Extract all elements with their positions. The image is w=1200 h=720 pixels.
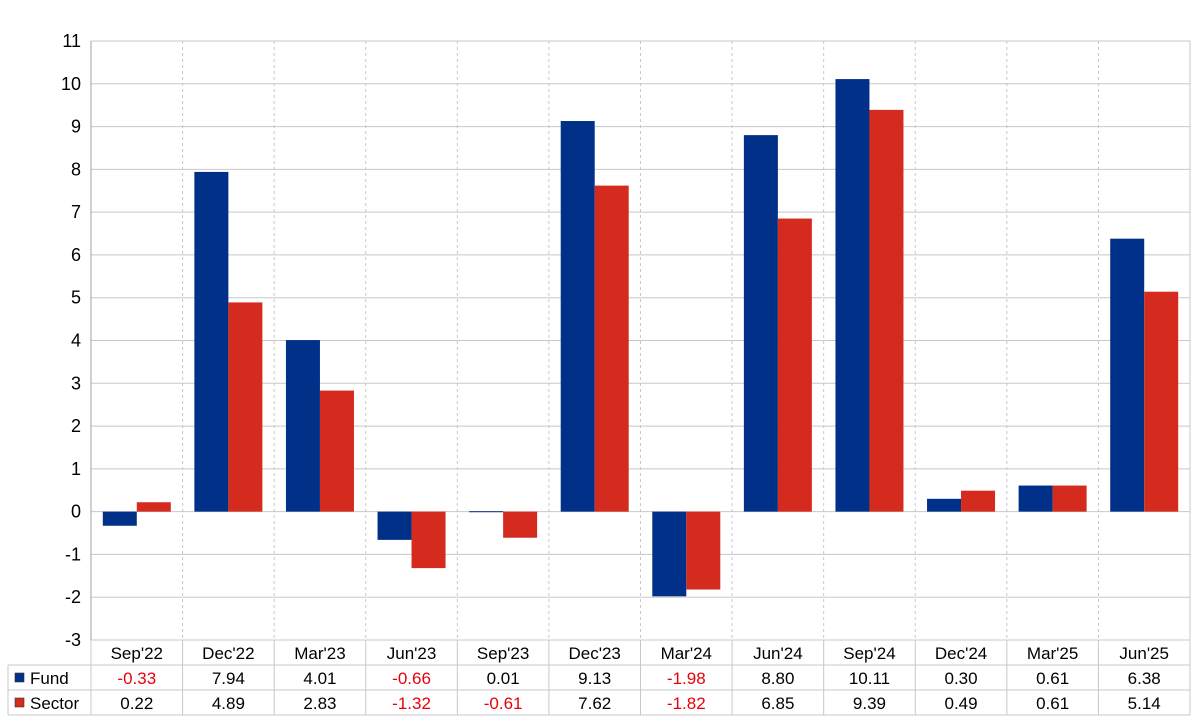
data-label-fund: -0.66 bbox=[392, 669, 431, 688]
bar-sector bbox=[411, 511, 446, 569]
data-label-sector: 0.22 bbox=[120, 694, 153, 713]
data-label-sector: 5.14 bbox=[1128, 694, 1161, 713]
data-label-sector: -1.32 bbox=[392, 694, 431, 713]
data-label-fund: 0.61 bbox=[1036, 669, 1069, 688]
data-label-sector: 4.89 bbox=[212, 694, 245, 713]
data-label-fund: 0.30 bbox=[944, 669, 977, 688]
bars-layer bbox=[102, 79, 1179, 597]
data-label-sector: 9.39 bbox=[853, 694, 886, 713]
y-tick-label: 4 bbox=[71, 331, 81, 351]
data-label-fund: -1.98 bbox=[667, 669, 706, 688]
data-label-fund: 6.38 bbox=[1128, 669, 1161, 688]
y-tick-label: 9 bbox=[71, 117, 81, 137]
bar-fund bbox=[377, 511, 412, 540]
data-label-fund: -0.33 bbox=[117, 669, 156, 688]
bar-sector bbox=[686, 511, 721, 590]
x-tick-label: Jun'23 bbox=[387, 644, 437, 663]
y-tick-label: 5 bbox=[71, 288, 81, 308]
bar-sector bbox=[319, 390, 354, 512]
legend-label-fund: Fund bbox=[30, 669, 69, 688]
bar-fund bbox=[835, 79, 870, 512]
x-tick-label: Dec'22 bbox=[202, 644, 254, 663]
x-tick-label: Jun'24 bbox=[753, 644, 803, 663]
data-label-fund: 7.94 bbox=[212, 669, 245, 688]
x-tick-label: Mar'23 bbox=[294, 644, 345, 663]
y-tick-label: 8 bbox=[71, 159, 81, 179]
data-label-fund: 0.01 bbox=[487, 669, 520, 688]
x-tick-label: Jun'25 bbox=[1119, 644, 1169, 663]
data-label-fund: 4.01 bbox=[303, 669, 336, 688]
bar-sector bbox=[136, 502, 171, 512]
y-tick-label: 0 bbox=[71, 502, 81, 522]
bar-fund bbox=[1018, 485, 1053, 512]
legend-swatch-fund bbox=[14, 672, 25, 683]
y-tick-label: 6 bbox=[71, 245, 81, 265]
bar-sector bbox=[777, 218, 812, 512]
bar-fund bbox=[743, 135, 778, 512]
data-label-sector: 2.83 bbox=[303, 694, 336, 713]
bar-sector bbox=[961, 490, 996, 512]
bar-sector bbox=[228, 302, 263, 512]
bar-sector bbox=[1052, 485, 1087, 512]
data-label-sector: 7.62 bbox=[578, 694, 611, 713]
data-label-sector: 6.85 bbox=[761, 694, 794, 713]
y-tick-label: -2 bbox=[65, 587, 81, 607]
y-tick-label: -3 bbox=[65, 630, 81, 650]
bar-fund bbox=[1110, 238, 1145, 512]
data-label-sector: -1.82 bbox=[667, 694, 706, 713]
y-tick-label: 10 bbox=[61, 74, 81, 94]
data-label-sector: 0.61 bbox=[1036, 694, 1069, 713]
data-label-sector: 0.49 bbox=[944, 694, 977, 713]
bar-fund bbox=[927, 498, 962, 512]
x-tick-label: Sep'24 bbox=[843, 644, 895, 663]
y-tick-label: 11 bbox=[62, 31, 81, 51]
bar-fund bbox=[469, 511, 504, 513]
legend-label-sector: Sector bbox=[30, 694, 79, 713]
y-tick-label: -1 bbox=[65, 544, 81, 564]
x-tick-label: Sep'22 bbox=[111, 644, 163, 663]
data-label-fund: 8.80 bbox=[761, 669, 794, 688]
bar-sector bbox=[869, 109, 904, 512]
data-label-sector: -0.61 bbox=[484, 694, 523, 713]
bar-fund bbox=[102, 511, 137, 526]
y-tick-label: 2 bbox=[71, 416, 81, 436]
grid-layer bbox=[90, 40, 1191, 641]
bar-fund bbox=[194, 171, 229, 512]
y-tick-label: 7 bbox=[71, 202, 81, 222]
bar-sector bbox=[1144, 291, 1179, 512]
y-tick-label: 3 bbox=[71, 373, 81, 393]
data-table: Sep'22 Dec'22 Mar'23 Jun'23 Sep'23 Dec'23 Mar'… bbox=[7, 640, 1191, 716]
bar-sector bbox=[503, 511, 538, 538]
y-tick-label: 1 bbox=[71, 459, 81, 479]
bar-sector bbox=[594, 185, 629, 512]
bar-fund bbox=[652, 511, 687, 597]
x-tick-label: Mar'24 bbox=[661, 644, 712, 663]
data-label-fund: 9.13 bbox=[578, 669, 611, 688]
x-tick-label: Mar'25 bbox=[1027, 644, 1078, 663]
x-tick-label: Dec'24 bbox=[935, 644, 987, 663]
bar-fund bbox=[285, 340, 320, 512]
legend-swatch-sector bbox=[14, 697, 25, 708]
x-tick-label: Dec'23 bbox=[569, 644, 621, 663]
bar-fund bbox=[560, 121, 595, 512]
data-label-fund: 10.11 bbox=[849, 669, 890, 688]
x-tick-label: Sep'23 bbox=[477, 644, 529, 663]
